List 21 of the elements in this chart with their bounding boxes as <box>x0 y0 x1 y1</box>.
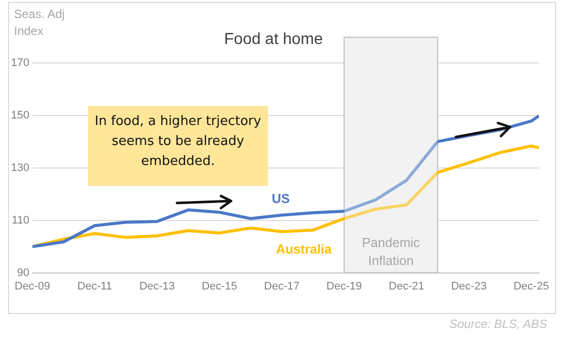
source-note: Source: BLS, ABS <box>449 317 547 331</box>
annotation: In food, a higher trjectory seems to be already embedded. <box>88 106 268 186</box>
y-tick-label: 130 <box>10 162 30 174</box>
x-tick-label: Dec-23 <box>451 280 487 292</box>
band-label: Pandemic Inflation <box>362 234 420 268</box>
y-tick-label: 90 <box>17 266 30 279</box>
x-tick-label: Dec-17 <box>264 280 300 292</box>
series-label: Australia <box>276 242 332 257</box>
y-axis-title: Seas. Adj Index <box>14 6 66 40</box>
x-tick-label: Dec-25 <box>513 280 549 292</box>
x-tick-label: Dec-21 <box>388 280 424 292</box>
y-tick-label: 150 <box>10 110 30 122</box>
x-tick-label: Dec-09 <box>14 280 50 292</box>
x-tick-label: Dec-19 <box>326 280 362 292</box>
y-tick-label: 110 <box>12 214 30 226</box>
series-label: US <box>272 191 290 206</box>
x-tick-label: Dec-13 <box>139 280 175 292</box>
chart-title: Food at home <box>224 31 323 48</box>
x-tick-label: Dec-11 <box>77 280 112 292</box>
x-tick-label: Dec-15 <box>202 280 238 292</box>
y-tick-label: 170 <box>10 57 30 70</box>
